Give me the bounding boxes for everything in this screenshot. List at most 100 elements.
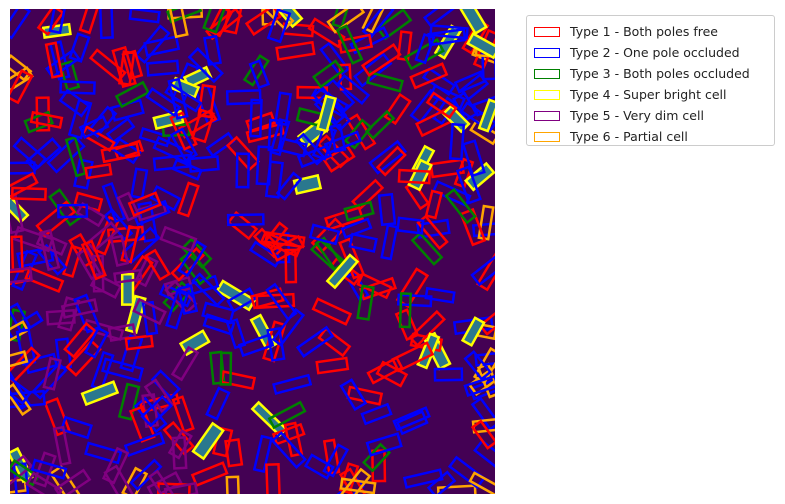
legend-label-type-5: Type 5 - Very dim cell: [570, 108, 704, 123]
cell-box-type-2: [132, 199, 171, 227]
cell-box-type-2: [463, 374, 495, 398]
cell-box-type-2: [167, 77, 189, 120]
cell-box-type-3: [364, 109, 396, 140]
legend-swatch-type-4: [534, 89, 560, 100]
legend-entry-type-2: Type 2 - One pole occluded: [534, 42, 767, 63]
cell-box-type-1: [315, 356, 350, 375]
cell-box-type-5: [113, 268, 143, 285]
cell-box-type-4: [80, 380, 120, 407]
cell-box-type-3: [10, 308, 27, 343]
cell-box-type-2: [16, 246, 55, 268]
legend-swatch-type-6: [534, 131, 560, 142]
cell-box-type-3: [64, 135, 87, 178]
cell-box-type-2: [25, 137, 62, 172]
cell-box-type-1: [36, 9, 65, 36]
cell-box-type-2: [267, 118, 284, 152]
cell-box-type-2: [145, 59, 180, 77]
cell-box-type-2: [248, 59, 271, 90]
legend-entry-type-4: Type 4 - Super bright cell: [534, 84, 767, 105]
cell-box-type-2: [266, 9, 292, 44]
cell-box-type-4: [315, 94, 338, 133]
cell-box-type-1: [100, 142, 141, 164]
cell-box-type-2: [348, 232, 378, 253]
cell-box-type-3: [295, 107, 334, 130]
cell-box-type-1: [265, 463, 281, 494]
cell-box-type-1: [397, 168, 432, 185]
cell-box-type-2: [368, 139, 408, 175]
cell-box-type-1: [245, 111, 277, 133]
cell-box-type-2: [427, 27, 467, 47]
legend-label-type-4: Type 4 - Super bright cell: [570, 87, 727, 102]
cell-box-type-2: [270, 431, 307, 470]
cell-box-type-5: [32, 451, 57, 488]
cell-box-type-2: [177, 284, 199, 316]
cell-box-type-2: [191, 272, 226, 307]
cell-box-type-1: [29, 110, 64, 129]
cell-box-type-2: [128, 9, 161, 24]
cell-box-type-1: [226, 210, 259, 241]
cell-box-type-1: [409, 62, 449, 90]
cell-box-type-3: [117, 382, 141, 421]
cell-box-type-5: [53, 468, 92, 494]
cell-box-type-5: [103, 464, 137, 494]
cell-box-type-5: [10, 454, 34, 491]
cell-box-type-5: [35, 231, 68, 257]
cell-box-type-2: [319, 41, 351, 77]
cell-box-type-2: [10, 371, 32, 406]
cell-box-type-1: [124, 334, 154, 351]
cell-box-type-2: [471, 221, 495, 238]
cell-box-type-2: [340, 217, 373, 239]
cell-box-type-1: [127, 191, 162, 217]
cell-box-type-2: [272, 373, 313, 396]
cell-box-type-3: [219, 351, 233, 386]
cell-box-type-2: [269, 117, 291, 157]
cell-box-type-5: [25, 471, 63, 494]
cell-box-type-6: [10, 54, 33, 82]
cell-box-type-2: [266, 327, 286, 362]
cell-box-type-2: [30, 458, 68, 480]
cell-box-type-1: [10, 186, 47, 201]
cell-box-type-2: [402, 468, 444, 489]
cell-box-type-1: [10, 346, 41, 384]
cell-box-type-3: [361, 442, 392, 473]
cell-box-type-2: [134, 24, 171, 64]
cell-box-type-2: [249, 98, 263, 138]
cell-box-type-6: [436, 484, 477, 494]
cell-box-type-1: [10, 235, 24, 273]
cell-box-type-2: [396, 216, 425, 235]
cell-box-type-2: [177, 239, 208, 278]
cell-box-type-2: [426, 470, 457, 494]
cell-box-type-2: [10, 302, 32, 333]
cell-box-type-1: [459, 207, 487, 247]
cell-box-type-1: [219, 370, 257, 391]
cell-box-type-2: [275, 171, 303, 201]
cell-box-type-2: [255, 145, 273, 186]
cell-box-type-6: [256, 9, 295, 31]
cell-box-type-6: [10, 66, 34, 94]
cell-box-type-2: [323, 130, 362, 155]
cell-box-type-2: [67, 98, 93, 140]
cell-box-type-4: [325, 253, 360, 290]
cell-box-type-1: [366, 356, 404, 385]
legend-entry-type-3: Type 3 - Both poles occluded: [534, 63, 767, 84]
cell-box-type-2: [429, 23, 469, 40]
cell-box-type-4: [268, 9, 304, 29]
cell-boxes: [10, 9, 495, 494]
legend-swatch-type-3: [534, 68, 560, 79]
cell-box-type-4: [466, 31, 495, 60]
cell-box-type-1: [475, 251, 495, 292]
cell-box-type-1: [171, 395, 195, 434]
cell-box-type-1: [375, 145, 407, 177]
cell-box-type-2: [433, 367, 464, 382]
cell-box-type-5: [159, 225, 198, 253]
cell-box-type-2: [202, 313, 236, 336]
cell-annotation-canvas: [10, 9, 495, 494]
cell-box-type-2: [205, 131, 236, 158]
cell-box-type-2: [169, 127, 199, 163]
cell-box-type-2: [295, 325, 335, 358]
cell-box-type-2: [360, 402, 393, 426]
cell-box-type-1: [197, 83, 217, 119]
cell-box-type-5: [107, 323, 137, 342]
cell-box-type-2: [380, 223, 399, 261]
